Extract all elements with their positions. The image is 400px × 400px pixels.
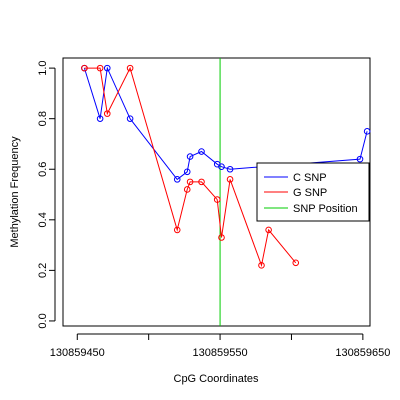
- y-axis: 0.0 0.2 0.4 0.6 0.8 1.0: [37, 60, 56, 329]
- legend-label-snp-position: SNP Position: [293, 203, 358, 215]
- data-point-c-snp: [183, 168, 191, 176]
- y-tick-label: 0.0: [37, 313, 49, 328]
- x-axis: 130859450 130859550 130859650: [50, 333, 390, 359]
- data-point-g-snp: [126, 64, 134, 72]
- y-tick-label: 0.2: [37, 263, 49, 278]
- series-line-c-snp: [83, 66, 368, 181]
- data-point-g-snp: [186, 178, 194, 186]
- y-tick-label: 0.8: [37, 111, 49, 126]
- legend: C SNP G SNP SNP Position: [256, 162, 370, 222]
- series-layer: [81, 64, 371, 269]
- legend-label-c-snp: C SNP: [293, 172, 327, 184]
- y-axis-title: Methylation Frequency: [9, 136, 21, 248]
- data-point-g-snp: [198, 178, 205, 186]
- x-axis-title: CpG Coordinates: [174, 373, 259, 385]
- data-point-c-snp: [103, 64, 111, 72]
- data-point-c-snp: [96, 115, 104, 122]
- data-point-c-snp: [226, 165, 234, 173]
- data-point-c-snp: [363, 128, 371, 135]
- data-point-c-snp: [173, 176, 181, 183]
- plot-frame: [62, 57, 371, 327]
- data-point-c-snp: [186, 153, 194, 160]
- y-tick-label: 0.6: [37, 162, 49, 177]
- series-line-g-snp: [84, 66, 297, 268]
- x-tick-label: 130859650: [335, 347, 390, 359]
- data-point-g-snp: [103, 110, 111, 117]
- data-point-c-snp: [198, 148, 205, 155]
- legend-label-g-snp: G SNP: [293, 187, 327, 199]
- x-tick-label: 130859450: [50, 347, 105, 359]
- data-point-g-snp: [96, 64, 104, 72]
- data-point-g-snp: [213, 196, 221, 203]
- data-point-g-snp: [292, 259, 300, 267]
- data-point-g-snp: [218, 234, 225, 241]
- data-point-g-snp: [265, 226, 272, 234]
- y-tick-label: 1.0: [37, 60, 49, 75]
- data-point-g-snp: [183, 186, 191, 193]
- data-point-g-snp: [258, 262, 265, 269]
- data-point-g-snp: [226, 176, 234, 183]
- data-point-c-snp: [218, 163, 225, 171]
- y-tick-label: 0.4: [37, 212, 49, 227]
- data-point-g-snp: [173, 226, 181, 234]
- data-point-c-snp: [356, 155, 364, 163]
- x-tick-label: 130859550: [193, 347, 248, 359]
- data-point-c-snp: [126, 115, 134, 122]
- data-point-g-snp: [81, 64, 88, 72]
